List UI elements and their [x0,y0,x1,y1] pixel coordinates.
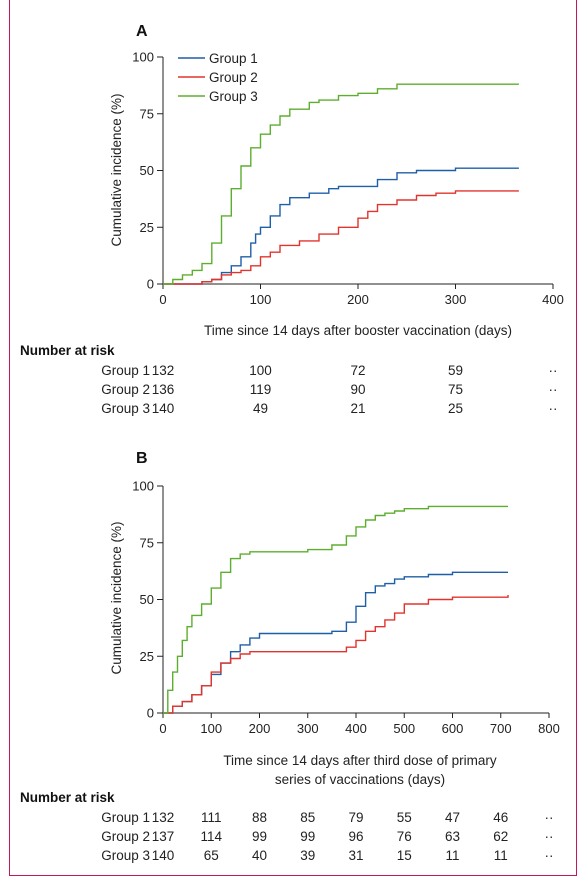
panel-b-series-group-2-line [163,595,509,714]
number-at-risk-value-group-1: 79 [348,810,363,825]
number-at-risk-value-group-1: 100 [249,363,272,378]
number-at-risk-row-label-group-3: Group 3 [101,401,150,416]
number-at-risk-row-label-group-2: Group 2 [101,382,150,397]
panel-b-y-tick-label: 25 [140,649,154,664]
number-at-risk-value-group-3: 31 [348,848,363,863]
panel-b-y-tick-label: 0 [147,706,154,721]
legend-label-group-1: Group 1 [209,51,258,66]
panel-b-x-tick-label: 500 [393,721,415,736]
panel-a-x-tick-label: 400 [542,292,564,307]
panel-b-x-tick-label: 800 [538,721,560,736]
number-at-risk-value-group-1: 47 [445,810,460,825]
number-at-risk-value-group-2: 119 [250,382,272,397]
panel-b-x-axis-label-line-1: Time since 14 days after third dose of p… [223,753,497,768]
panel-a-series-group-2-line [163,190,519,285]
number-at-risk-value-group-2: 75 [448,382,463,397]
number-at-risk-value-group-2: 114 [200,829,222,844]
panel-a-y-tick-label: 50 [140,163,154,178]
number-at-risk-row-label-group-2: Group 2 [101,829,150,844]
number-at-risk-value-group-3: ·· [549,401,558,416]
number-at-risk-value-group-2: 76 [397,829,412,844]
number-at-risk-value-group-3: 11 [445,848,459,863]
panel-b-x-tick-label: 0 [159,721,166,736]
panel-b-x-tick-label: 300 [297,721,319,736]
panel-a-x-tick-label: 0 [159,292,166,307]
panel-a-x-tick-label: 300 [445,292,467,307]
number-at-risk-value-group-1: 132 [152,363,175,378]
number-at-risk-value-group-3: 15 [397,848,412,863]
panel-b-number-at-risk-title: Number at risk [20,790,115,805]
number-at-risk-value-group-1: ·· [545,810,554,825]
panel-a: A Cumulative incidence (%) Time since 14… [20,23,564,416]
number-at-risk-value-group-3: 40 [252,848,267,863]
number-at-risk-value-group-1: 111 [201,810,222,825]
panel-b-y-axis-label: Cumulative incidence (%) [109,521,124,674]
panel-b-y-tick-label: 100 [132,479,154,494]
panel-a-y-tick-label: 75 [140,106,154,121]
number-at-risk-value-group-1: 46 [493,810,508,825]
number-at-risk-value-group-3: 65 [204,848,219,863]
number-at-risk-value-group-3: 21 [350,401,365,416]
panel-a-label: A [136,23,148,40]
number-at-risk-row-label-group-3: Group 3 [101,848,150,863]
legend-label-group-2: Group 2 [209,70,258,85]
panel-a-x-tick-label: 100 [250,292,272,307]
panel-b-series-group-1-line [163,571,508,714]
number-at-risk-value-group-3: ·· [545,848,554,863]
panel-b: B Cumulative incidence (%) Time since 14… [20,450,560,863]
number-at-risk-value-group-2: 99 [252,829,267,844]
number-at-risk-value-group-3: 39 [300,848,315,863]
legend-label-group-3: Group 3 [209,89,258,104]
number-at-risk-value-group-3: 11 [494,848,508,863]
number-at-risk-value-group-1: 59 [448,363,463,378]
panel-a-y-tick-label: 25 [140,220,154,235]
number-at-risk-value-group-2: 96 [348,829,363,844]
number-at-risk-value-group-1: 72 [350,363,365,378]
number-at-risk-value-group-3: 140 [152,401,175,416]
number-at-risk-value-group-1: ·· [549,363,558,378]
panel-b-x-tick-label: 700 [490,721,512,736]
number-at-risk-value-group-2: 99 [300,829,315,844]
number-at-risk-value-group-1: 132 [152,810,175,825]
panel-b-x-tick-label: 400 [345,721,367,736]
number-at-risk-row-label-group-1: Group 1 [101,363,150,378]
panel-a-y-tick-label: 100 [132,50,154,65]
panel-a-series-group-3-line [163,83,519,285]
number-at-risk-value-group-2: 90 [350,382,365,397]
number-at-risk-row-label-group-1: Group 1 [101,810,150,825]
number-at-risk-value-group-2: ·· [549,382,558,397]
number-at-risk-value-group-1: 55 [397,810,412,825]
number-at-risk-value-group-2: 137 [152,829,175,844]
figure-frame [9,0,577,876]
panel-a-y-tick-label: 0 [147,277,154,292]
number-at-risk-value-group-1: 85 [300,810,315,825]
panel-b-y-tick-label: 75 [140,535,154,550]
number-at-risk-value-group-2: 136 [152,382,175,397]
number-at-risk-value-group-2: 62 [493,829,508,844]
panel-a-number-at-risk-title: Number at risk [20,343,115,358]
number-at-risk-value-group-1: 88 [252,810,267,825]
panel-b-x-tick-label: 200 [249,721,271,736]
panel-b-x-tick-label: 100 [200,721,222,736]
panel-a-x-tick-label: 200 [347,292,369,307]
number-at-risk-value-group-3: 49 [253,401,268,416]
panel-a-x-axis-label: Time since 14 days after booster vaccina… [204,323,512,338]
panel-a-y-axis-label: Cumulative incidence (%) [109,93,124,246]
number-at-risk-value-group-3: 25 [448,401,463,416]
panel-a-series-group-1-line [163,167,519,285]
panel-b-y-tick-label: 50 [140,592,154,607]
panel-b-label: B [136,450,148,467]
panel-b-x-tick-label: 600 [442,721,464,736]
number-at-risk-value-group-3: 140 [152,848,175,863]
number-at-risk-value-group-2: ·· [545,829,554,844]
number-at-risk-value-group-2: 63 [445,829,460,844]
panel-b-series-group-3-line [163,505,508,714]
panel-b-x-axis-label-line-2: series of vaccinations (days) [275,772,445,787]
